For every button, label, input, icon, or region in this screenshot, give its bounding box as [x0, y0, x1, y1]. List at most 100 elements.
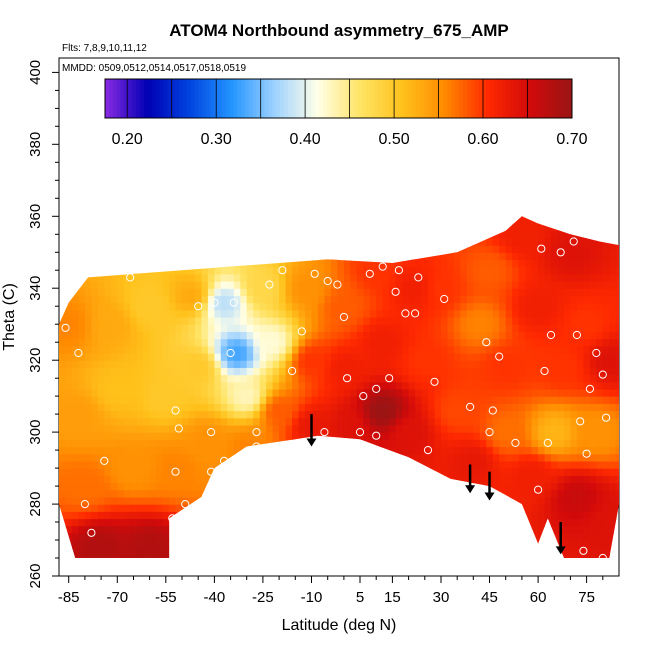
field-cell [272, 482, 280, 491]
field-cell [162, 273, 170, 282]
field-cell [71, 388, 79, 397]
colorbar-swatch [533, 79, 538, 118]
field-cell [266, 245, 274, 253]
field-cell [473, 288, 481, 296]
y-tick-label: 340 [27, 276, 44, 301]
field-cell [505, 381, 513, 390]
field-cell [285, 266, 293, 275]
field-cell [110, 496, 118, 505]
field-cell [97, 353, 105, 361]
field-cell [505, 547, 513, 555]
field-cell [91, 216, 99, 225]
field-cell [253, 410, 261, 419]
colorbar-swatch [404, 79, 410, 118]
field-cell [551, 475, 559, 484]
field-cell [557, 410, 565, 419]
field-cell [246, 489, 254, 498]
field-cell [499, 288, 507, 296]
field-cell [531, 374, 539, 383]
field-cell [453, 468, 461, 476]
field-cell [227, 295, 235, 304]
field-cell [195, 281, 203, 289]
field-cell [65, 273, 73, 282]
field-cell [285, 388, 293, 397]
field-cell [246, 324, 254, 332]
field-cell [564, 482, 572, 491]
field-cell [246, 518, 254, 527]
field-cell [337, 432, 345, 440]
field-cell [583, 475, 591, 484]
field-cell [369, 309, 377, 318]
field-cell [609, 252, 617, 261]
field-cell [525, 403, 533, 412]
colorbar-swatch [435, 79, 441, 118]
field-cell [97, 331, 105, 340]
field-cell [240, 266, 248, 275]
field-cell [117, 288, 125, 296]
field-cell [259, 230, 267, 239]
field-cell [551, 302, 559, 311]
field-cell [382, 496, 390, 505]
field-cell [279, 288, 287, 296]
field-cell [318, 547, 326, 555]
observation-point [602, 413, 611, 422]
field-cell [447, 489, 455, 498]
field-cell [460, 266, 468, 275]
field-cell [175, 216, 183, 225]
field-cell [272, 511, 280, 520]
field-cell [356, 381, 364, 390]
field-cell [233, 288, 241, 296]
field-cell [596, 439, 604, 448]
field-cell [311, 547, 319, 555]
field-cell [175, 388, 183, 397]
field-cell [466, 281, 474, 289]
field-cell [298, 460, 306, 469]
field-cell [110, 518, 118, 527]
field-cell [499, 360, 507, 368]
field-cell [84, 540, 92, 548]
field-cell [479, 388, 487, 397]
field-cell [292, 424, 300, 433]
field-cell [512, 338, 520, 347]
field-cell [97, 259, 105, 268]
field-cell [356, 403, 364, 412]
field-cell [110, 468, 118, 476]
field-cell [512, 554, 520, 559]
field-cell [130, 439, 138, 448]
field-cell [596, 468, 604, 476]
field-cell [499, 345, 507, 354]
field-cell [311, 324, 319, 332]
field-cell [84, 345, 92, 354]
field-cell [169, 403, 177, 412]
field-cell [104, 331, 112, 340]
field-cell [396, 562, 403, 570]
field-cell [421, 288, 429, 296]
field-cell [188, 266, 196, 275]
field-cell [233, 547, 241, 555]
field-cell [233, 266, 241, 275]
field-cell [227, 396, 235, 404]
field-cell [298, 511, 306, 520]
field-cell [84, 317, 92, 325]
field-cell [214, 410, 222, 419]
field-cell [343, 525, 351, 534]
field-cell [233, 338, 241, 347]
field-cell [201, 216, 209, 225]
field-cell [505, 374, 513, 383]
field-cell [531, 345, 539, 354]
field-cell [220, 468, 228, 476]
field-cell [266, 432, 274, 440]
field-cell [110, 388, 118, 397]
field-cell [576, 353, 584, 361]
field-cell [253, 353, 261, 361]
field-cell [59, 216, 67, 225]
field-cell [136, 252, 144, 261]
field-cell [71, 281, 79, 289]
field-cell [466, 511, 474, 520]
field-cell [441, 489, 449, 498]
field-cell [602, 216, 610, 225]
field-cell [350, 496, 358, 505]
field-cell [78, 532, 86, 541]
field-cell [318, 381, 326, 390]
field-cell [298, 216, 306, 225]
